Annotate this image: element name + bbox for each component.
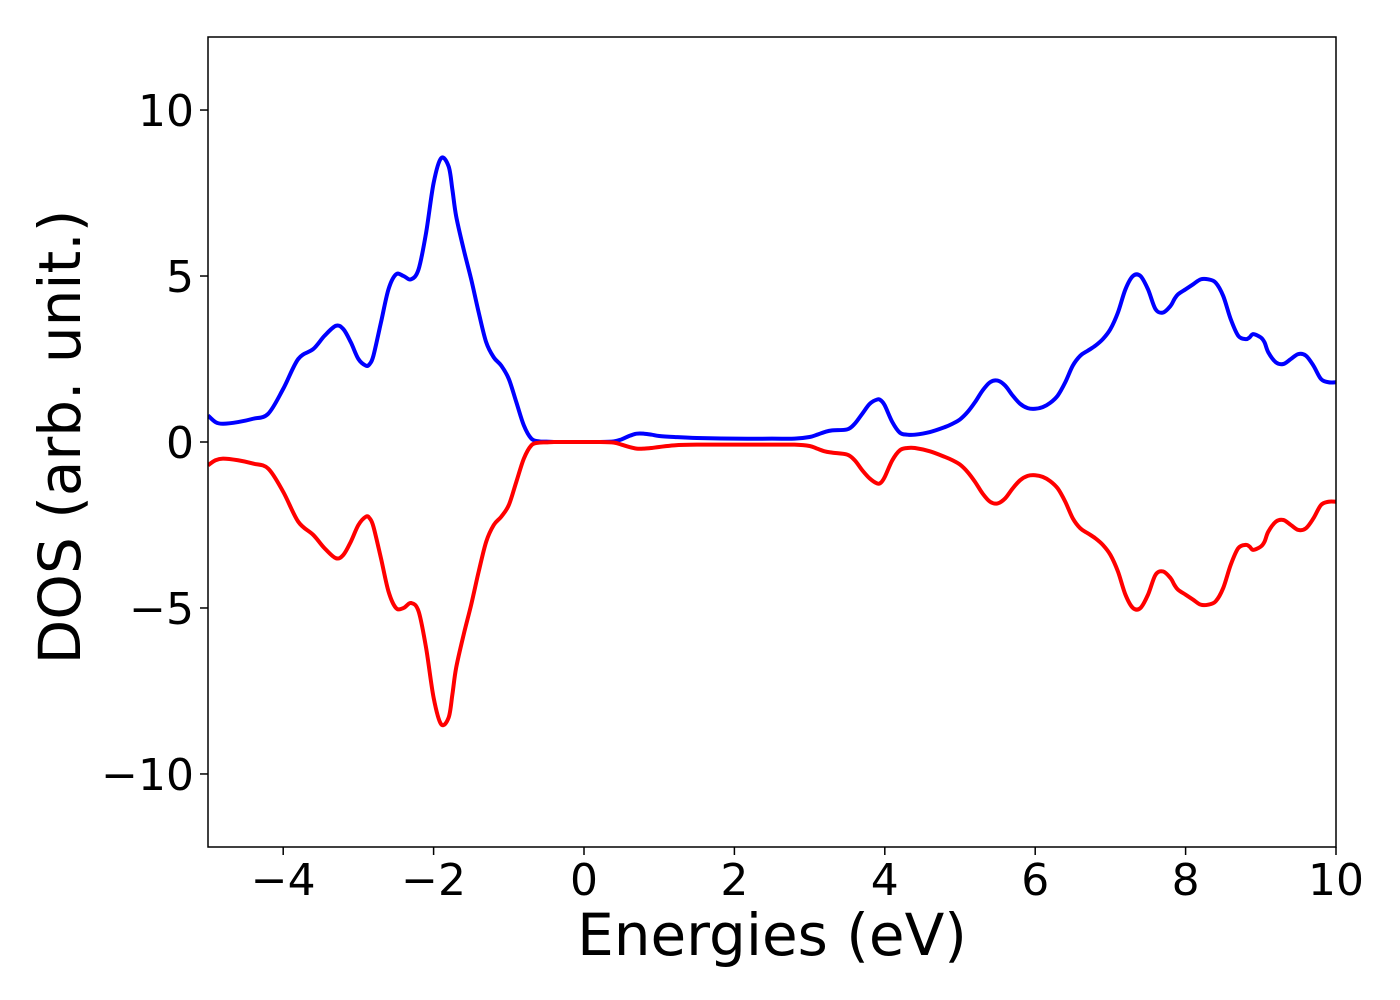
series-layer <box>208 155 1336 728</box>
x-tick-label: −2 <box>401 855 466 906</box>
y-tick-label: 0 <box>166 418 194 469</box>
y-axis-ticks: −10 −5 0 5 10 <box>101 86 208 801</box>
x-tick-label: 0 <box>570 855 598 906</box>
x-tick-label: 6 <box>1021 855 1049 906</box>
y-tick-label: 10 <box>138 86 194 137</box>
x-tick-label: 2 <box>720 855 748 906</box>
x-axis-label: Energies (eV) <box>577 901 967 969</box>
y-tick-label: −10 <box>101 750 194 801</box>
x-axis-ticks: −4 −2 0 2 4 6 8 10 <box>251 847 1364 906</box>
plot-frame <box>207 36 1337 848</box>
y-axis-label: DOS (arb. unit.) <box>26 210 94 665</box>
y-tick-label: 5 <box>166 252 194 303</box>
x-tick-label: 4 <box>871 855 899 906</box>
x-tick-label: 8 <box>1172 855 1200 906</box>
x-tick-label: 10 <box>1308 855 1364 906</box>
series-line-blue <box>208 155 1336 445</box>
y-tick-label: −5 <box>129 584 194 635</box>
series-line-red <box>208 439 1336 728</box>
x-tick-label: −4 <box>251 855 316 906</box>
